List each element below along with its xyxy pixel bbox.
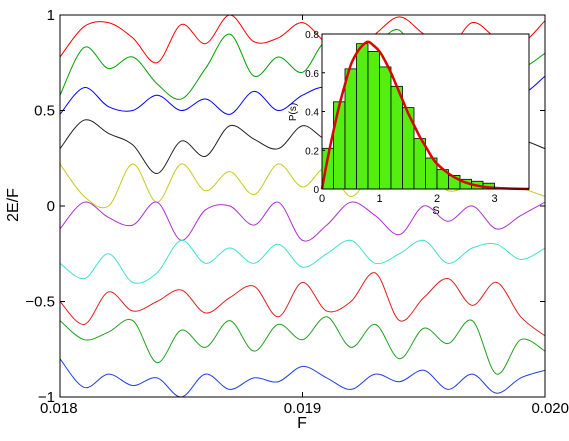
y-tick-label: 0 <box>47 198 55 215</box>
inset-y-tick-label: 0.6 <box>305 69 319 80</box>
inset-y-tick-label: 0 <box>313 185 319 196</box>
inset-x-axis-label: S <box>432 205 439 217</box>
series-line-1 <box>60 15 545 64</box>
series-line-7 <box>60 239 545 284</box>
inset-x-tick-label: 0 <box>319 193 325 205</box>
main-x-axis-label: F <box>297 415 307 432</box>
inset-x-tick-label: 1 <box>376 193 382 205</box>
y-tick-label: 0.5 <box>34 103 55 120</box>
y-tick-label: −0.5 <box>25 294 55 311</box>
inset-y-tick-label: 0.8 <box>305 30 319 41</box>
series-line-10 <box>60 358 545 397</box>
inset-x-tick-label: 2 <box>434 193 440 205</box>
histogram-bar <box>390 85 403 190</box>
inset-y-tick-label: 0.2 <box>305 146 319 157</box>
x-tick-label: 0.018 <box>40 400 78 417</box>
histogram-bar <box>367 51 380 190</box>
histogram-bar <box>413 138 426 190</box>
histogram-bar <box>333 101 346 190</box>
inset-y-axis-label: P(s) <box>288 103 299 121</box>
inset-y-tick-label: 0.4 <box>305 108 319 119</box>
theory-curve <box>320 40 530 191</box>
x-tick-label: 0.020 <box>531 400 569 417</box>
series-line-9 <box>60 316 545 375</box>
series-line-6 <box>60 201 545 242</box>
histogram-bar <box>379 66 392 190</box>
main-y-axis-label: 2E/F <box>5 188 22 222</box>
y-tick-label: −1 <box>38 389 55 406</box>
histogram-bar <box>356 43 369 190</box>
histogram-bar <box>344 68 357 190</box>
inset-x-tick-label: 3 <box>491 193 497 205</box>
y-tick-label: 1 <box>47 7 55 24</box>
x-tick-label: 0.019 <box>284 400 322 417</box>
series-line-8 <box>60 272 545 337</box>
